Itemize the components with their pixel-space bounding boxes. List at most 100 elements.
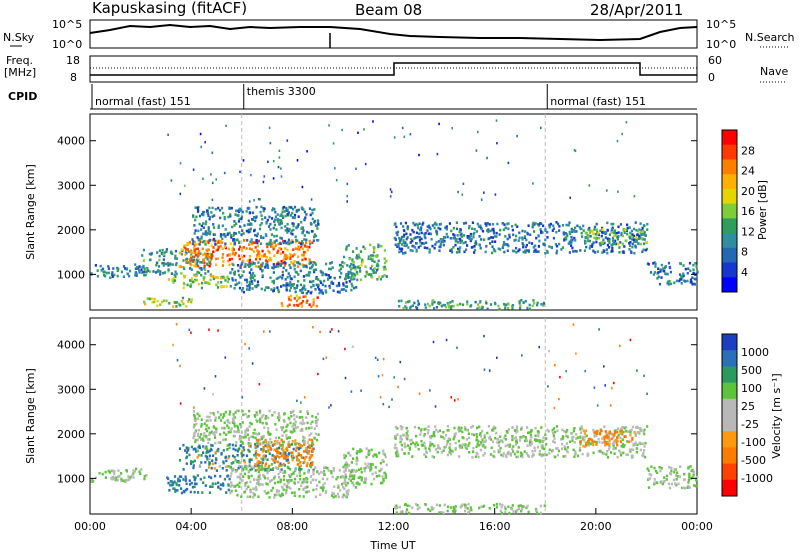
data-cell — [180, 265, 183, 268]
data-cell — [323, 466, 326, 470]
scatter-cell — [322, 357, 325, 361]
data-cell — [289, 266, 292, 270]
data-cell — [184, 479, 187, 482]
data-cell — [203, 476, 206, 479]
data-cell — [241, 409, 244, 413]
data-cell — [138, 470, 141, 473]
data-cell — [233, 416, 237, 419]
data-cell — [437, 240, 440, 243]
data-cell — [299, 421, 302, 425]
data-cell — [268, 215, 271, 219]
data-cell — [302, 265, 305, 268]
data-cell — [306, 441, 309, 444]
scatter-cell — [239, 170, 241, 173]
data-cell — [252, 276, 255, 279]
noise-left-tick-top: 10^5 — [52, 18, 82, 31]
data-cell — [305, 213, 308, 216]
data-cell — [277, 288, 280, 292]
data-cell — [266, 445, 269, 449]
scatter-cell — [401, 126, 404, 130]
data-cell — [293, 253, 296, 256]
data-cell — [344, 463, 347, 467]
data-cell — [129, 475, 132, 479]
data-cell — [449, 301, 452, 304]
data-cell — [582, 224, 585, 228]
data-cell — [616, 430, 619, 434]
data-cell — [298, 248, 301, 251]
data-cell — [349, 474, 352, 478]
data-cell — [691, 476, 694, 479]
data-cell — [233, 231, 236, 235]
data-cell — [342, 282, 345, 285]
data-cell — [343, 261, 346, 265]
data-cell — [240, 233, 243, 236]
data-cell — [537, 434, 540, 438]
frequency-panel: Freq. [MHz] 18 8 60 0 Nave — [4, 54, 788, 84]
data-cell — [264, 259, 268, 262]
data-cell — [192, 215, 195, 219]
data-cell — [433, 434, 436, 438]
data-cell — [355, 256, 358, 259]
data-cell — [330, 471, 333, 475]
data-cell — [209, 411, 212, 415]
data-cell — [307, 290, 310, 293]
data-cell — [623, 231, 626, 234]
data-cell — [230, 236, 233, 239]
data-cell — [308, 464, 312, 467]
data-cell — [334, 495, 337, 498]
data-cell — [477, 444, 481, 447]
data-cell — [157, 265, 161, 268]
data-cell — [506, 243, 509, 246]
data-cell — [280, 302, 283, 305]
data-cell — [175, 305, 178, 308]
scatter-cell — [210, 173, 212, 176]
data-cell — [301, 286, 304, 290]
scatter-cell — [341, 128, 343, 132]
data-cell — [519, 454, 523, 458]
data-cell — [311, 217, 314, 221]
data-cell — [437, 301, 440, 304]
data-cell — [250, 467, 254, 471]
data-cell — [313, 436, 316, 440]
data-cell — [289, 283, 292, 286]
data-cell — [287, 241, 290, 244]
scatter-cell — [643, 374, 645, 377]
data-cell — [522, 245, 525, 249]
data-cell — [241, 261, 244, 265]
data-cell — [211, 215, 214, 218]
data-cell — [521, 238, 524, 241]
data-cell — [285, 288, 288, 292]
data-cell — [491, 428, 494, 432]
data-cell — [291, 239, 294, 242]
data-cell — [369, 254, 372, 257]
scatter-cell — [203, 387, 206, 390]
data-cell — [275, 440, 279, 444]
data-cell — [693, 277, 696, 281]
data-cell — [515, 510, 518, 513]
data-cell — [115, 476, 118, 479]
data-cell — [687, 484, 690, 488]
power-ylabel: Slant Range [km] — [24, 164, 37, 260]
data-cell — [208, 282, 211, 286]
data-cell — [242, 448, 246, 452]
data-cell — [383, 453, 386, 456]
data-cell — [365, 447, 368, 450]
data-cell — [238, 475, 241, 479]
x-tick-label: 08:00 — [276, 520, 308, 533]
data-cell — [193, 258, 196, 262]
data-cell — [605, 434, 608, 437]
data-cell — [632, 238, 635, 241]
data-cell — [251, 282, 254, 286]
data-cell — [382, 460, 385, 463]
data-cell — [288, 289, 291, 292]
data-cell — [293, 260, 296, 263]
data-cell — [692, 473, 695, 477]
data-cell — [417, 426, 420, 430]
data-cell — [202, 258, 205, 261]
scatter-cell — [242, 159, 245, 162]
data-cell — [405, 232, 408, 236]
data-cell — [276, 218, 279, 222]
data-cell — [226, 233, 229, 236]
data-cell — [174, 263, 178, 267]
data-cell — [217, 206, 220, 210]
